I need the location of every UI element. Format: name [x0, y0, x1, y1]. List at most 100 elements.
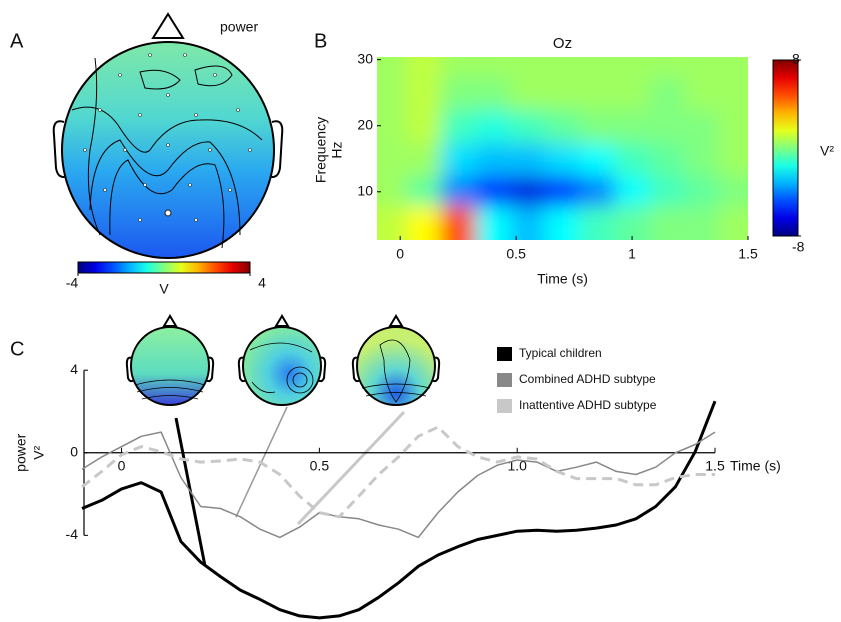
heatmap-cell — [684, 175, 720, 206]
x-axis-label: Time (s) — [730, 457, 781, 473]
colorbar — [78, 262, 250, 273]
heatmap-cell — [441, 76, 477, 110]
legend-label: Typical children — [519, 346, 602, 360]
heatmap-cell — [545, 175, 581, 206]
heatmap-cell — [406, 76, 442, 110]
heatmap-cell — [510, 142, 546, 176]
legend-swatch — [497, 373, 512, 387]
heatmap-cell — [406, 175, 442, 206]
heatmap-cell — [510, 76, 546, 110]
heatmap-cell — [406, 142, 442, 176]
heatmap-cell — [545, 142, 581, 176]
heatmap-cell — [510, 175, 546, 206]
heatmap-clip — [337, 17, 789, 281]
colorbar — [773, 60, 798, 236]
heatmap-cell — [649, 175, 685, 206]
panel-label: B — [314, 30, 327, 52]
heatmap-cell — [545, 76, 581, 110]
y-tick-label: 4 — [70, 361, 78, 377]
heatmap-cell — [406, 17, 442, 77]
heatmap-cell — [476, 76, 512, 110]
x-tick-label: 0 — [396, 246, 404, 262]
heatmap-cell — [615, 17, 651, 77]
figure: Apower -4 4 V B Oz 0 0.5 1 1.5 10 20 30 Time (s) Frequ… — [0, 0, 841, 622]
panel-label: A — [10, 30, 24, 52]
chart-title: Oz — [553, 35, 572, 52]
heatmap-cell — [615, 109, 651, 143]
heatmap-cell — [615, 76, 651, 110]
heatmap-cell — [476, 17, 512, 77]
legend-label: Combined ADHD subtype — [519, 372, 656, 386]
heatmap-cell — [545, 205, 581, 281]
x-tick-label: 0.5 — [310, 457, 330, 473]
heatmap-cell — [476, 205, 512, 281]
y-axis-label: power — [13, 433, 29, 471]
heatmap-cell — [337, 205, 407, 281]
heatmap-cell — [337, 142, 407, 176]
legend-swatch — [497, 347, 512, 361]
heatmap-cell — [406, 109, 442, 143]
y-tick-label: 20 — [357, 116, 373, 132]
heatmap-cell — [649, 17, 685, 77]
heatmap-cell — [441, 109, 477, 143]
x-tick-label: 1.5 — [738, 246, 758, 262]
x-tick-label: 1 — [628, 246, 636, 262]
heatmap-cell — [684, 76, 720, 110]
small-topomaps — [127, 316, 439, 405]
legend-swatch — [497, 399, 512, 413]
heatmap-cell — [476, 109, 512, 143]
heatmap-cell — [510, 17, 546, 77]
colorbar-tick-label: -8 — [792, 239, 805, 255]
series-line — [82, 432, 715, 537]
heatmap-cell — [406, 205, 442, 281]
heatmap-cell — [649, 109, 685, 143]
heatmap-cell — [615, 175, 651, 206]
y-tick-label: 0 — [70, 443, 78, 459]
heatmap-cell — [615, 142, 651, 176]
x-axis-label: Time (s) — [537, 271, 588, 287]
x-tick-label: 1.5 — [705, 457, 725, 473]
heatmap-cell — [649, 142, 685, 176]
y-axis-label: Frequency — [313, 117, 329, 183]
heatmap-cell — [545, 109, 581, 143]
y-tick-label: -4 — [66, 526, 79, 542]
heatmap-cell — [684, 17, 720, 77]
heatmap-cell — [649, 205, 685, 281]
heatmap-cell — [580, 76, 616, 110]
colorbar-label: V² — [820, 143, 834, 159]
heatmap-cell — [441, 175, 477, 206]
colorbar-tick-label: 8 — [792, 51, 800, 67]
heatmap-cell — [510, 109, 546, 143]
colorbar-tick-label: -4 — [66, 275, 79, 291]
heatmap-cell — [684, 205, 720, 281]
heatmap-cell — [580, 17, 616, 77]
heatmap-cell — [649, 76, 685, 110]
heatmap-cell — [580, 109, 616, 143]
colorbar-label: V — [159, 281, 169, 297]
heatmap-cell — [684, 142, 720, 176]
heatmap-cell — [684, 109, 720, 143]
heatmap-cell — [476, 175, 512, 206]
heatmap-cell — [441, 17, 477, 77]
heatmap-cell — [441, 205, 477, 281]
heatmap-cell — [476, 142, 512, 176]
heatmap-cell — [580, 175, 616, 206]
colorbar-tick-label: 4 — [258, 275, 266, 291]
heatmap-cell — [580, 142, 616, 176]
series-line — [82, 401, 715, 618]
panel-label: C — [10, 338, 24, 360]
y-tick-label: 10 — [357, 182, 373, 198]
topomap-head — [54, 14, 283, 258]
heatmap-cells — [337, 17, 789, 281]
y-axis-label: V² — [31, 445, 47, 459]
x-tick-label: 0 — [118, 457, 126, 473]
heatmap-cell — [441, 142, 477, 176]
heatmap-cell — [337, 17, 407, 77]
x-tick-label: 0.5 — [506, 246, 526, 262]
heatmap-cell — [510, 205, 546, 281]
y-axis-label: Hz — [329, 141, 345, 158]
heatmap-cell — [337, 76, 407, 110]
heatmap-cell — [580, 205, 616, 281]
y-tick-label: 30 — [357, 50, 373, 66]
heatmap-cell — [615, 205, 651, 281]
